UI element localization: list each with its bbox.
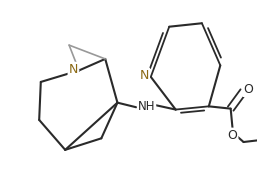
Text: N: N (68, 63, 78, 76)
Text: NH: NH (138, 100, 155, 113)
Text: N: N (140, 69, 149, 82)
Text: O: O (228, 129, 238, 142)
Text: O: O (244, 83, 253, 96)
